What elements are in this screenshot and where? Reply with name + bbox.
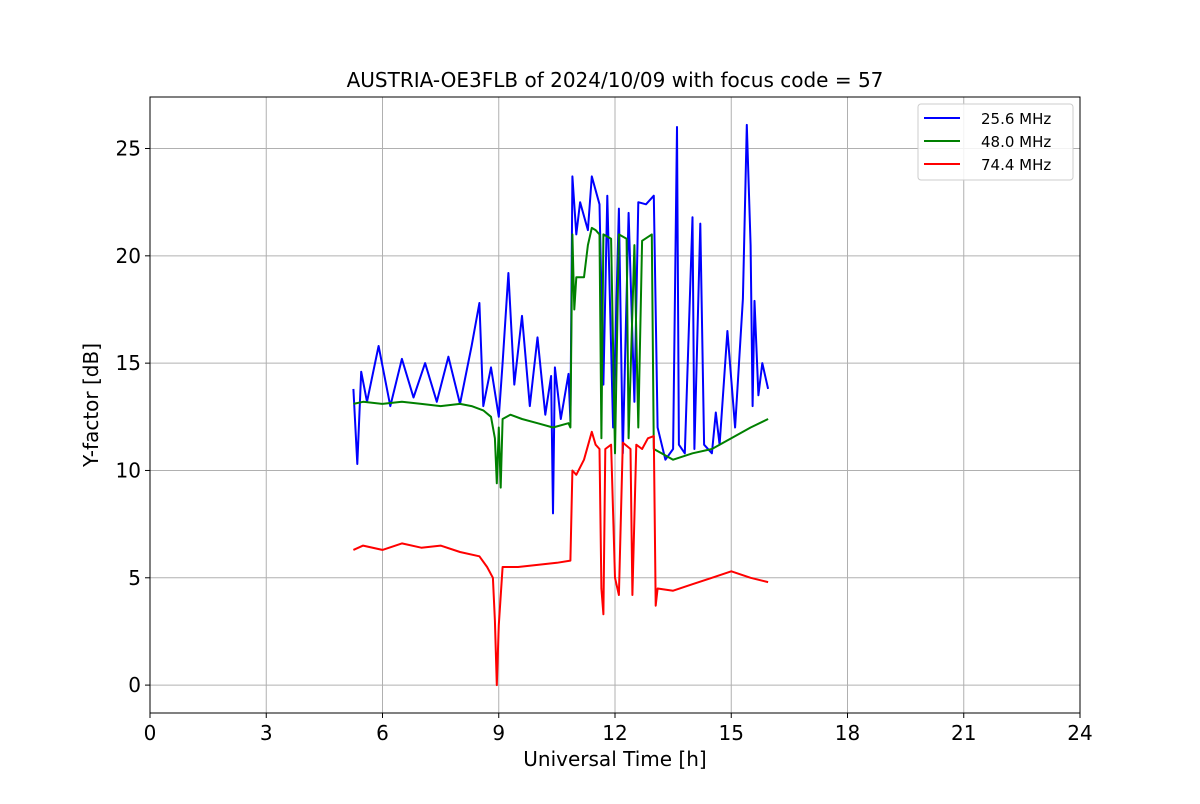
x-tick-label: 24 xyxy=(1067,721,1092,745)
x-tick-label: 9 xyxy=(492,721,505,745)
series-line-2 xyxy=(353,226,769,489)
legend: 25.6 MHz 48.0 MHz 74.4 MHz xyxy=(917,103,1074,181)
y-axis-label: Y-factor [dB] xyxy=(79,343,103,468)
legend-label-3: 74.4 MHz xyxy=(981,156,1051,174)
series-line-1 xyxy=(352,123,770,515)
x-tick-label: 18 xyxy=(835,721,860,745)
y-tick-label: 10 xyxy=(116,458,141,482)
x-tick-label: 3 xyxy=(260,721,273,745)
x-tick-label: 0 xyxy=(144,721,157,745)
x-tick-label: 15 xyxy=(719,721,744,745)
y-tick-label: 20 xyxy=(116,244,141,268)
x-tick-label: 12 xyxy=(602,721,627,745)
x-tick-label: 6 xyxy=(376,721,389,745)
series-layer xyxy=(352,123,770,687)
legend-box xyxy=(917,103,1074,181)
y-tick-label: 15 xyxy=(116,351,141,375)
ticks: 0 3 6 9 12 15 18 21 24 0 5 10 15 20 25 xyxy=(116,137,1093,745)
y-tick-label: 0 xyxy=(128,673,141,697)
legend-label-2: 48.0 MHz xyxy=(981,133,1051,151)
legend-label-1: 25.6 MHz xyxy=(981,110,1051,128)
x-axis-label: Universal Time [h] xyxy=(523,747,706,771)
series-line-3 xyxy=(352,430,769,687)
y-tick-label: 25 xyxy=(116,137,141,161)
y-tick-label: 5 xyxy=(128,566,141,590)
chart-title: AUSTRIA-OE3FLB of 2024/10/09 with focus … xyxy=(347,68,884,92)
x-tick-label: 21 xyxy=(951,721,976,745)
